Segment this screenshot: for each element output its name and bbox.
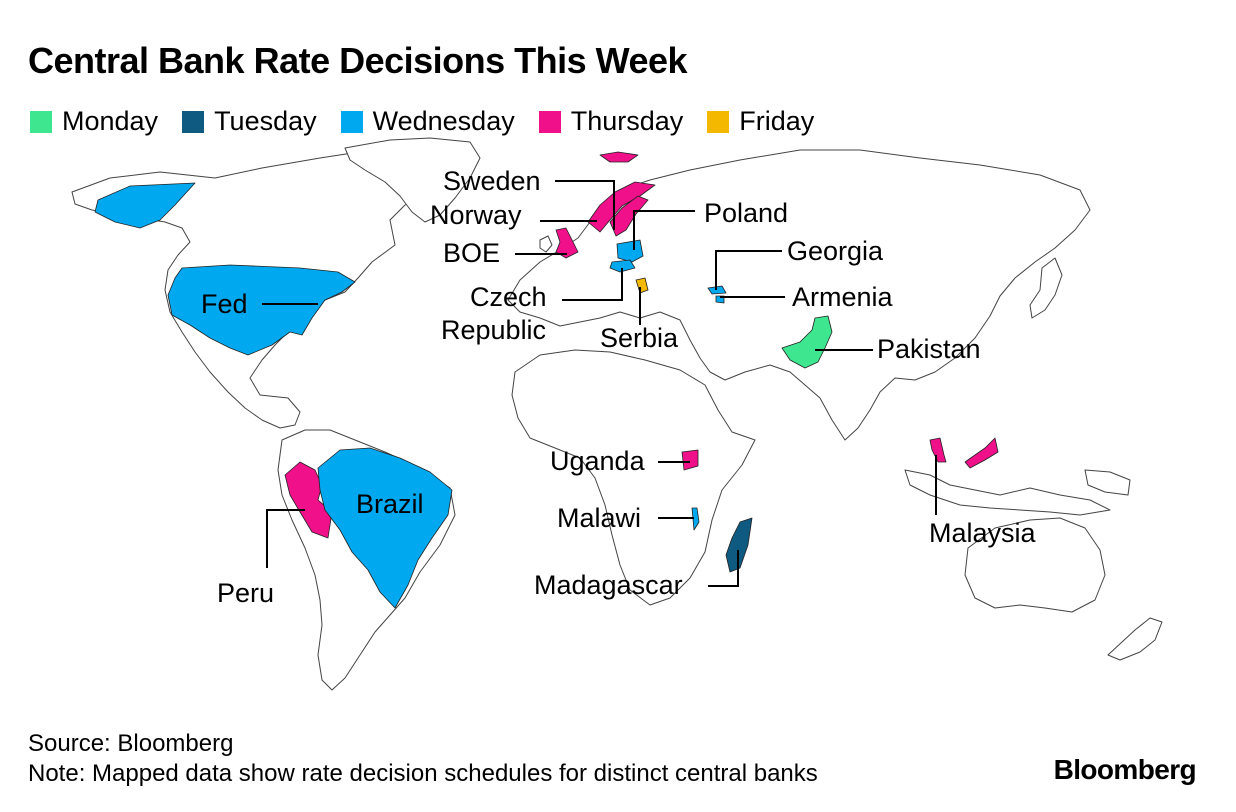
label-malawi: Malawi xyxy=(557,503,641,533)
landmass-japan xyxy=(1029,257,1063,319)
leader-madagascar xyxy=(708,550,739,587)
country-uganda xyxy=(681,449,699,471)
legend-swatch-friday xyxy=(707,110,730,133)
legend-swatch-monday xyxy=(30,110,52,133)
legend-label-tuesday: Tuesday xyxy=(214,106,317,136)
country-czech xyxy=(609,259,636,273)
country-malawi xyxy=(691,507,700,531)
legend-item-friday: Friday xyxy=(707,106,814,137)
label-sweden: Sweden xyxy=(443,166,541,196)
legend-item-monday: Monday xyxy=(30,106,158,137)
legend-swatch-thursday xyxy=(538,110,561,133)
leader-sweden xyxy=(555,180,615,230)
landmass-australia xyxy=(964,517,1106,613)
country-poland xyxy=(616,239,644,263)
footnote: Note: Mapped data show rate decision sch… xyxy=(28,760,818,787)
legend-label-monday: Monday xyxy=(62,106,159,136)
label-fed: Fed xyxy=(201,289,248,319)
legend-swatch-tuesday xyxy=(182,110,205,133)
bloomberg-logo: Bloomberg xyxy=(1053,754,1197,785)
label-armenia: Armenia xyxy=(792,282,894,312)
label-pakistan: Pakistan xyxy=(877,334,981,364)
label-poland: Poland xyxy=(704,198,788,228)
landmass-new-guinea xyxy=(1084,469,1131,496)
country-brazil xyxy=(317,447,453,609)
label-czech-line2: Republic xyxy=(441,315,546,345)
label-georgia: Georgia xyxy=(787,236,884,266)
leader-georgia xyxy=(715,250,782,290)
landmass-uk-ireland xyxy=(539,235,553,253)
legend-item-thursday: Thursday xyxy=(538,106,684,137)
legend-swatch-wednesday xyxy=(340,110,363,133)
label-malaysia: Malaysia xyxy=(929,518,1037,548)
country-malaysia-borneo xyxy=(964,437,999,469)
label-uganda: Uganda xyxy=(550,446,646,476)
map-labels: Sweden Norway BOE Poland Georgia Armenia… xyxy=(201,166,1037,608)
source-note: Source: Bloomberg xyxy=(28,730,234,757)
country-madagascar xyxy=(725,517,753,573)
label-brazil: Brazil xyxy=(356,489,424,519)
country-norway xyxy=(587,181,656,233)
label-czech-line1: Czech xyxy=(470,282,547,312)
leader-poland xyxy=(633,210,695,250)
leader-lines xyxy=(262,180,937,587)
country-sweden xyxy=(609,195,649,237)
leader-czech xyxy=(562,268,623,301)
country-malaysia-peninsula xyxy=(929,437,947,463)
landmass-africa xyxy=(511,349,756,606)
legend-label-thursday: Thursday xyxy=(570,106,684,136)
country-svalbard xyxy=(599,151,639,163)
legend: Monday Tuesday Wednesday Thursday Friday xyxy=(30,106,814,137)
legend-label-friday: Friday xyxy=(739,106,815,136)
label-boe: BOE xyxy=(443,238,500,268)
landmass-new-zealand xyxy=(1107,617,1163,661)
leader-peru xyxy=(266,509,305,568)
label-peru: Peru xyxy=(217,578,274,608)
legend-item-tuesday: Tuesday xyxy=(182,106,317,137)
legend-item-wednesday: Wednesday xyxy=(340,106,515,137)
country-usa xyxy=(167,264,356,356)
label-madagascar: Madagascar xyxy=(534,570,683,600)
country-uk xyxy=(555,227,579,259)
landmass-indonesia xyxy=(904,469,1111,516)
landmass-eurasia xyxy=(507,149,1091,441)
legend-label-wednesday: Wednesday xyxy=(372,106,515,136)
country-pakistan xyxy=(781,315,833,369)
label-serbia: Serbia xyxy=(600,323,679,353)
country-alaska xyxy=(94,182,196,229)
chart-title: Central Bank Rate Decisions This Week xyxy=(28,40,688,81)
label-norway: Norway xyxy=(430,200,522,230)
landmass-greenland xyxy=(344,137,481,223)
